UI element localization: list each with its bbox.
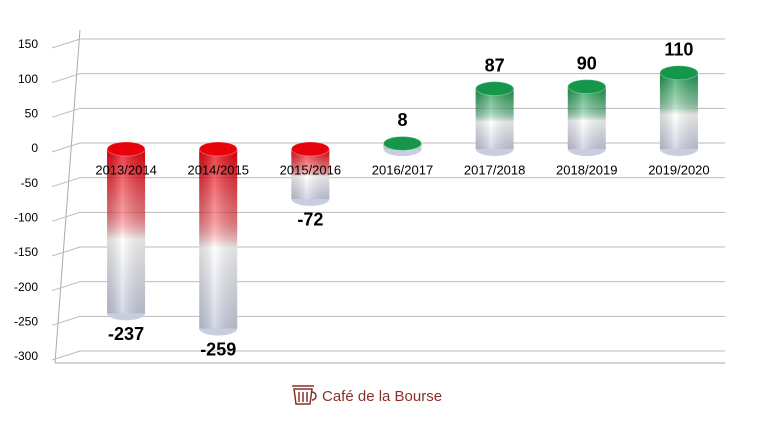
y-tick-label: 0 [31,141,38,155]
bar-cap [475,81,515,97]
value-label: 110 [664,39,693,59]
x-tick-label: 2019/2020 [648,162,709,177]
bar-cap [198,141,238,157]
y-tick-label: 50 [25,107,39,121]
grid-line [51,107,81,118]
bar-cap [290,141,330,157]
logo-icon [292,385,317,405]
x-tick-label: 2014/2015 [187,162,248,177]
bar-shade [291,149,330,199]
grid-line [51,73,81,84]
grid-line [51,38,81,49]
y-tick-label: -300 [14,349,38,363]
grid-line [51,315,81,326]
bar-cap [567,79,607,95]
bar-shade [107,149,146,314]
bar-shade [199,149,238,329]
y-tick-label: 100 [18,72,38,86]
bar-cap [659,65,699,81]
grid-line [51,350,81,361]
y-tick-label: -200 [14,280,38,294]
bar-shade [659,72,698,149]
value-label: -237 [108,324,144,344]
x-tick-label: 2015/2016 [280,162,341,177]
y-tick-label: -150 [14,245,38,259]
bar-shade [475,88,514,149]
value-label: 8 [397,110,407,130]
y-tick-label: -50 [21,176,39,190]
y-tick-label: -250 [14,315,38,329]
axis-line [54,29,81,364]
grid-line [51,246,81,257]
x-tick-label: 2016/2017 [372,162,433,177]
bar-cap [383,135,422,151]
grid-line [51,177,81,188]
x-tick-label: 2018/2019 [556,162,617,177]
x-tick-label: 2013/2014 [95,162,156,177]
source: Café de la Bourse [322,388,442,405]
bar-shade [567,86,606,149]
grid-line [51,281,81,292]
grid-line [51,211,81,222]
y-tick-label: 150 [18,37,38,51]
grid-line [51,142,81,153]
x-tick-label: 2017/2018 [464,162,525,177]
bar-cap [106,141,146,157]
value-label: 90 [577,53,597,73]
value-label: -72 [297,210,323,230]
y-tick-label: -100 [14,211,38,225]
value-label: 87 [485,55,505,75]
value-label: -259 [200,339,236,359]
